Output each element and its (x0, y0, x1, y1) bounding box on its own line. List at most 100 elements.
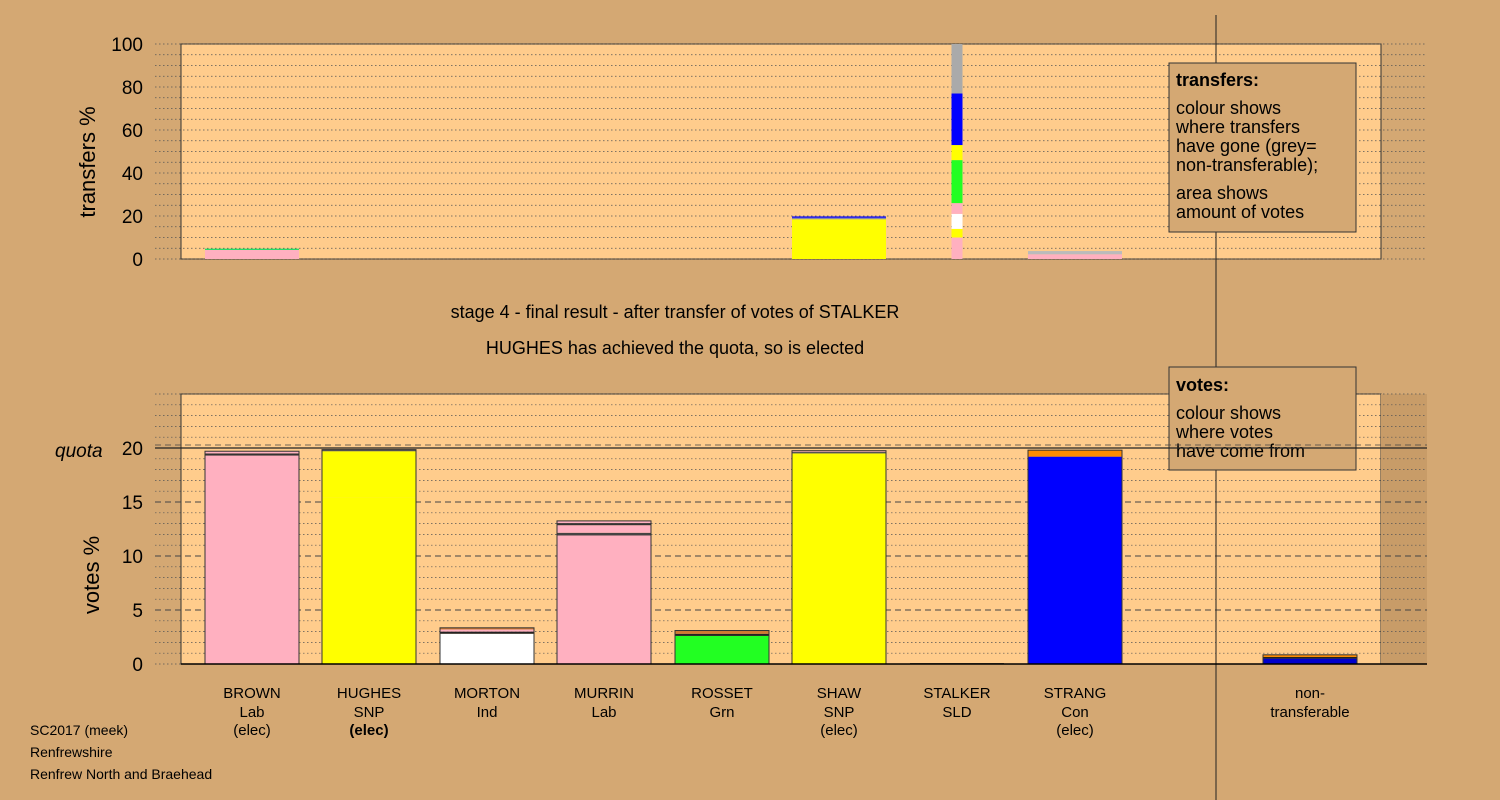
nontransferable-bar-segment (1263, 658, 1357, 664)
vote-bar-segment (440, 629, 534, 632)
vote-bar-segment (792, 451, 886, 454)
transfer-source-segment (951, 213, 963, 229)
transfer-source-segment (951, 93, 963, 146)
y-tick-label: 0 (132, 655, 143, 676)
candidate-labels: BROWNLab(elec)HUGHESSNP(elec)MORTONIndMU… (223, 685, 1349, 739)
candidate-party: Ind (477, 704, 498, 721)
vote-bar-segment (557, 532, 651, 536)
candidate-party: Grn (709, 704, 734, 721)
y-tick-label: 20 (122, 439, 143, 460)
vote-bar-segment (322, 451, 416, 498)
transfers-legend-line: amount of votes (1176, 202, 1304, 222)
vote-bar-segment (675, 630, 769, 634)
y-tick-label: 10 (122, 547, 143, 568)
candidate-party: SNP (354, 704, 385, 721)
transfer-source-segment (951, 160, 963, 204)
y-tick-label: 60 (122, 121, 143, 142)
vote-bar-segment (205, 453, 299, 456)
transfer-received-segment (792, 219, 886, 259)
votes-legend-title: votes: (1176, 375, 1229, 395)
vote-bar-segment (557, 535, 651, 664)
votes-legend-line: where votes (1175, 422, 1273, 442)
nontransferable-label: transferable (1270, 704, 1349, 721)
candidate-name: STRANG (1044, 685, 1107, 702)
transfers-legend-line: have gone (grey= (1176, 136, 1317, 156)
candidate-name: ROSSET (691, 685, 753, 702)
vote-bar-segment (322, 449, 416, 452)
votes-legend: votes: colour shows where votes have com… (1168, 366, 1357, 471)
quota-label: quota (55, 441, 103, 462)
quota-line (155, 444, 1427, 449)
vote-bar-segment (792, 450, 886, 452)
transfer-received-segment (1028, 251, 1122, 255)
vote-bar-segment (205, 451, 299, 454)
vote-bar-segment (205, 455, 299, 664)
y-tick-label: 5 (132, 601, 143, 622)
transfer-received-segment (205, 249, 299, 259)
transfer-source-segment (951, 44, 963, 94)
vote-bar-segment (1028, 456, 1122, 664)
transfer-received-segment (792, 216, 886, 218)
nontransferable-bar-segment (1263, 656, 1357, 659)
transfer-source-segment (951, 237, 963, 259)
transfers-legend-box (1168, 62, 1357, 233)
votes-y-axis-label: votes % (79, 536, 104, 614)
candidate-party: Lab (591, 704, 616, 721)
vote-bar-segment (557, 520, 651, 524)
vote-bar-segment (675, 635, 769, 664)
votes-legend-line: colour shows (1176, 403, 1281, 423)
candidate-name: MURRIN (574, 685, 634, 702)
y-tick-label: 0 (132, 250, 143, 271)
candidate-status: (elec) (233, 722, 271, 739)
votes-legend-box (1168, 366, 1357, 471)
candidate-name: SHAW (817, 685, 862, 702)
transfers-y-ticks: 0 20 40 60 80 100 (111, 35, 143, 271)
y-tick-label: 20 (122, 207, 143, 228)
transfers-bars (205, 44, 1122, 259)
y-tick-label: 40 (122, 164, 143, 185)
candidate-name: STALKER (923, 685, 990, 702)
transfer-source-segment (951, 203, 963, 214)
vote-bar-segment (440, 631, 534, 634)
votes-y-ticks: 0 5 10 15 20 (122, 439, 143, 676)
candidate-status: (elec) (820, 722, 858, 739)
transfer-source-segment (951, 228, 963, 238)
vote-bar-segment (557, 523, 651, 526)
votes-legend-line: have come from (1176, 441, 1305, 461)
stage-subtitle: HUGHES has achieved the quota, so is ele… (486, 338, 864, 358)
transfers-legend-line: area shows (1176, 183, 1268, 203)
transfers-legend-line: colour shows (1176, 98, 1281, 118)
transfers-legend-line: non-transferable); (1176, 155, 1318, 175)
transfer-received-segment (792, 217, 886, 220)
candidate-name: BROWN (223, 685, 281, 702)
transfers-legend-title: transfers: (1176, 70, 1259, 90)
candidate-name: HUGHES (337, 685, 401, 702)
transfers-legend: transfers: colour shows where transfers … (1168, 62, 1357, 233)
candidate-party: SNP (824, 704, 855, 721)
transfers-legend-line: where transfers (1175, 117, 1300, 137)
y-tick-label: 80 (122, 78, 143, 99)
candidate-party: SLD (942, 704, 971, 721)
vote-bar-segment (322, 497, 416, 664)
vote-bar-segment (440, 627, 534, 630)
transfer-received-segment (205, 248, 299, 250)
vote-bar-segment (1028, 450, 1122, 457)
nontransferable-bar-segment (1263, 654, 1357, 657)
vote-bar-segment (440, 633, 534, 664)
nontransferable-label: non- (1295, 685, 1325, 702)
candidate-name: MORTON (454, 685, 520, 702)
y-tick-label: 100 (111, 35, 143, 56)
stage-title: stage 4 - final result - after transfer … (451, 302, 900, 322)
vote-bar-segment (792, 453, 886, 664)
transfer-source-segment (951, 145, 963, 161)
footer-ward: Renfrew North and Braehead (30, 766, 213, 782)
candidate-status: (elec) (1056, 722, 1094, 739)
vote-bar-segment (675, 633, 769, 636)
footer-council: Renfrewshire (30, 744, 113, 760)
y-tick-label: 15 (122, 493, 143, 514)
candidate-party: Con (1061, 704, 1089, 721)
transfers-y-axis-label: transfers % (75, 106, 100, 217)
votes-plot-shade (1381, 394, 1427, 664)
candidate-party: Lab (239, 704, 264, 721)
